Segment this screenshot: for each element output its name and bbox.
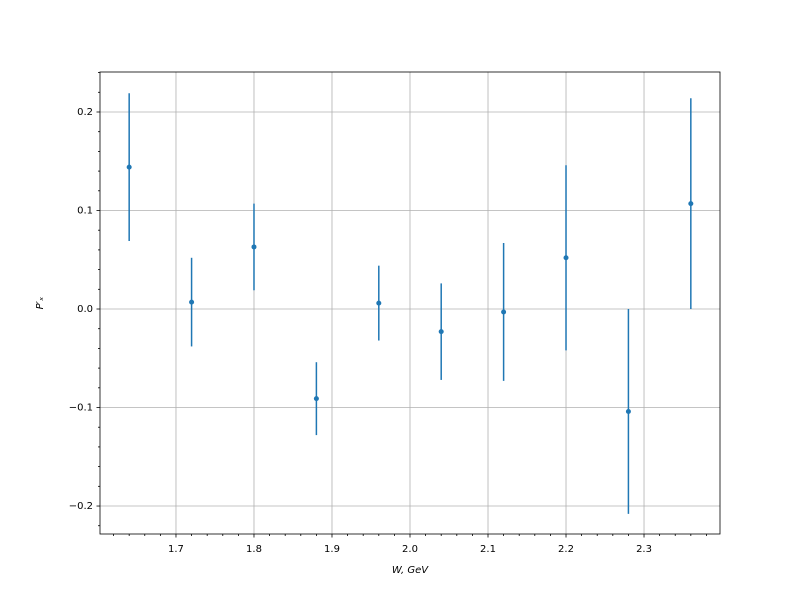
x-tick-label: 2.3 xyxy=(636,544,652,555)
x-tick-label: 2.0 xyxy=(402,544,418,555)
data-point xyxy=(563,255,569,261)
data-point xyxy=(688,201,694,207)
y-tick-label: 0.0 xyxy=(77,304,93,315)
y-tick-label: 0.1 xyxy=(77,206,93,217)
data-point xyxy=(376,300,382,306)
y-tick-label: −0.1 xyxy=(69,403,93,414)
data-point xyxy=(625,408,631,414)
plot-frame xyxy=(99,71,721,535)
x-tick-label: 1.8 xyxy=(246,544,262,555)
data-point xyxy=(438,329,444,335)
y-axis-label: P′ₓ xyxy=(35,296,46,309)
data-point xyxy=(189,299,195,305)
x-tick-label: 2.2 xyxy=(558,544,574,555)
x-tick-label: 1.7 xyxy=(168,544,184,555)
data-point xyxy=(126,164,132,170)
data-point xyxy=(251,244,257,250)
y-tick-label: −0.2 xyxy=(69,501,93,512)
x-tick-label: 2.1 xyxy=(480,544,496,555)
x-tick-label: 1.9 xyxy=(324,544,340,555)
data-point xyxy=(501,309,507,315)
y-tick-label: 0.2 xyxy=(77,107,93,118)
data-point xyxy=(313,396,319,402)
x-axis-label: W, GeV xyxy=(392,565,429,576)
